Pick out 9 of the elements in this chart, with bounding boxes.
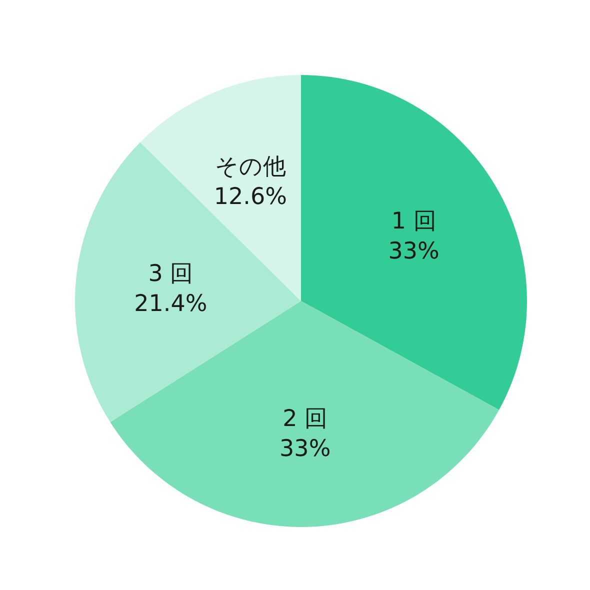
slice-label: 2 回 <box>282 406 328 432</box>
slice-label: 1 回 <box>391 208 436 234</box>
data-label: 33% <box>388 238 440 264</box>
slice-label: その他 <box>214 154 286 180</box>
data-label: 12.6% <box>214 184 287 210</box>
pie-slice <box>301 75 527 410</box>
data-label: 33% <box>280 436 331 462</box>
data-label: 21.4% <box>134 291 208 318</box>
slice-label: 3 回 <box>148 261 194 288</box>
